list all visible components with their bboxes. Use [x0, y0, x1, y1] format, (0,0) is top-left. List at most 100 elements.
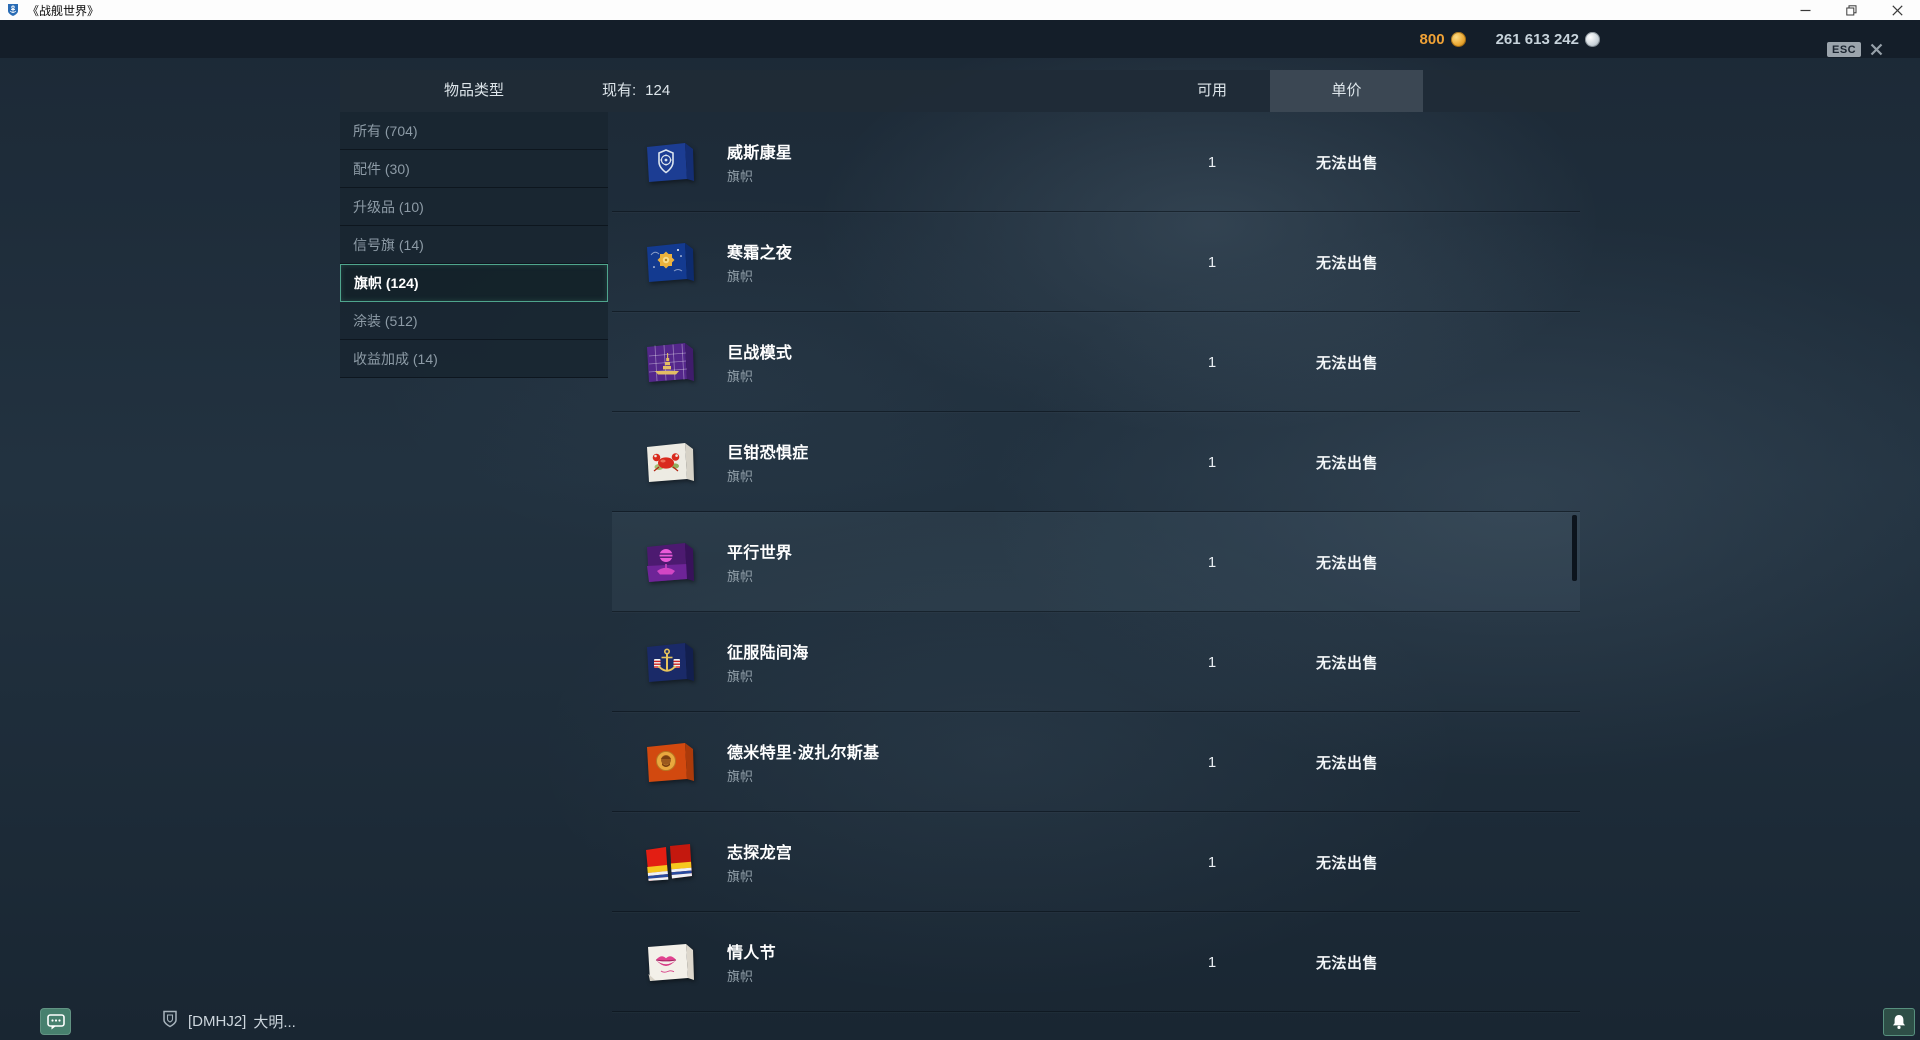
item-price: 无法出售: [1315, 654, 1378, 672]
item-category: 旗帜: [727, 169, 754, 184]
item-category: 旗帜: [727, 569, 754, 584]
inventory-row-valentine[interactable]: 情人节旗帜 1 无法出售: [612, 912, 1580, 1012]
column-available[interactable]: 可用: [1196, 82, 1227, 99]
item-quantity: 1: [1207, 853, 1217, 871]
inventory-row-crab[interactable]: 巨钳恐惧症旗帜 1 无法出售: [612, 412, 1580, 512]
parallel-worlds-flag-icon: [642, 540, 698, 584]
inventory-row-wisconsin[interactable]: 威斯康星 旗帜 1 无法出售: [612, 112, 1580, 212]
credits-counter[interactable]: 261 613 242: [1496, 31, 1600, 48]
item-quantity: 1: [1207, 153, 1217, 171]
sidebar-item-flags-selected[interactable]: 旗帜 (124): [340, 264, 608, 302]
item-title: 征服陆间海: [727, 645, 809, 662]
category-sidebar: 所有 (704) 配件 (30) 升级品 (10) 信号旗 (14) 旗帜 (1…: [340, 112, 608, 378]
sidebar-item-signals[interactable]: 信号旗 (14): [340, 226, 608, 264]
sidebar-item-all[interactable]: 所有 (704): [340, 112, 608, 150]
minimize-icon: [1800, 5, 1811, 16]
item-title: 巨钳恐惧症: [727, 445, 809, 462]
close-panel-x-icon: [1870, 43, 1883, 56]
owned-count: 124: [645, 82, 671, 99]
item-category: 旗帜: [727, 669, 754, 684]
inventory-row-dragon-palace[interactable]: 志探龙宫旗帜 1 无法出售: [612, 812, 1580, 912]
credits-coin-icon: [1585, 31, 1600, 47]
window-titlebar-left: 《战舰世界》: [0, 2, 99, 19]
item-quantity: 1: [1207, 253, 1217, 271]
item-title: 威斯康星: [727, 145, 793, 162]
item-quantity: 1: [1207, 353, 1217, 371]
clan-name: 大明...: [253, 1014, 296, 1031]
restore-button[interactable]: [1828, 0, 1874, 20]
conquer-sea-flag-icon: [642, 640, 698, 684]
restore-icon: [1845, 4, 1857, 16]
window-title: 《战舰世界》: [27, 3, 100, 18]
item-price: 无法出售: [1315, 254, 1378, 272]
chat-bubble-icon: [46, 1013, 65, 1030]
item-quantity: 1: [1207, 653, 1217, 671]
window-titlebar: 《战舰世界》: [0, 0, 1920, 20]
item-quantity: 1: [1207, 753, 1217, 771]
column-unit-price-active[interactable]: 单价: [1270, 70, 1423, 112]
close-button[interactable]: [1874, 0, 1920, 20]
column-item-type: 物品类型: [443, 82, 504, 99]
item-quantity: 1: [1207, 953, 1217, 971]
wows-logo-icon: [6, 3, 20, 17]
sidebar-item-upgrades[interactable]: 升级品 (10): [340, 188, 608, 226]
wisconsin-flag-icon: [642, 140, 698, 184]
doubloon-coin-icon: [1450, 31, 1466, 47]
inventory-row-grand-battle[interactable]: 巨战模式旗帜 1 无法出售: [612, 312, 1580, 412]
list-scrollbar-thumb[interactable]: [1572, 515, 1577, 581]
item-category: 旗帜: [727, 469, 754, 484]
inventory-row-conquer-sea[interactable]: 征服陆间海旗帜 1 无法出售: [612, 612, 1580, 712]
sidebar-item-economic-bonuses[interactable]: 收益加成 (14): [340, 340, 608, 378]
close-icon: [1891, 4, 1903, 16]
frost-night-flag-icon: [642, 240, 698, 284]
close-inventory-control[interactable]: ESC: [1827, 42, 1883, 57]
item-price: 无法出售: [1315, 954, 1378, 972]
inventory-table-header: 物品类型 现有: 124 可用 单价: [340, 70, 1580, 112]
item-price: 无法出售: [1315, 554, 1378, 572]
valentine-flag-icon: [642, 940, 698, 984]
item-price: 无法出售: [1315, 454, 1378, 472]
currency-group: 800 261 613 242: [1420, 20, 1600, 58]
item-price: 无法出售: [1315, 354, 1378, 372]
credits-amount: 261 613 242: [1495, 30, 1579, 48]
item-category: 旗帜: [727, 269, 754, 284]
grand-battle-flag-icon: [642, 340, 698, 384]
inventory-row-frost-night[interactable]: 寒霜之夜旗帜 1 无法出售: [612, 212, 1580, 312]
bell-icon: [1892, 1014, 1906, 1030]
pozharsky-flag-icon: [642, 740, 698, 784]
sidebar-item-camouflages[interactable]: 涂装 (512): [340, 302, 608, 340]
inventory-row-pozharsky[interactable]: 德米特里·波扎尔斯基 旗帜 1 无法出售: [612, 712, 1580, 812]
item-title: 平行世界: [727, 545, 793, 562]
item-title: 寒霜之夜: [727, 245, 793, 262]
item-price: 无法出售: [1315, 754, 1378, 772]
doubloons-counter[interactable]: 800: [1420, 31, 1466, 48]
clan-shield-icon: [161, 1010, 179, 1028]
item-category: 旗帜: [727, 969, 754, 984]
item-title: 巨战模式: [727, 345, 793, 362]
owned-label: 现有:: [602, 82, 637, 99]
item-title: 情人节: [727, 945, 776, 962]
item-title: 德米特里·波扎尔斯基: [727, 745, 880, 762]
item-category: 旗帜: [727, 369, 754, 384]
item-title: 志探龙宫: [727, 845, 793, 862]
crab-flag-icon: [642, 440, 698, 484]
dragon-palace-flag-icon: [642, 840, 698, 884]
item-category: 旗帜: [727, 869, 754, 884]
game-viewport: 800 261 613 242 ESC 物品类型 现有: 124 可用 单价: [0, 20, 1920, 1040]
item-price: 无法出售: [1315, 854, 1378, 872]
resources-topbar: 800 261 613 242 ESC: [0, 20, 1920, 58]
item-category: 旗帜: [727, 769, 754, 784]
notifications-button[interactable]: [1883, 1008, 1915, 1036]
inventory-row-parallel-worlds[interactable]: 平行世界旗帜 1 无法出售: [612, 512, 1580, 612]
doubloons-amount: 800: [1419, 30, 1445, 48]
minimize-button[interactable]: [1782, 0, 1828, 20]
window-controls: [1782, 0, 1920, 20]
item-quantity: 1: [1207, 553, 1217, 571]
clan-tag: [DMHJ2]: [188, 1013, 247, 1030]
chat-button[interactable]: [40, 1008, 71, 1035]
item-quantity: 1: [1207, 453, 1217, 471]
column-owned: 现有: 124: [602, 70, 670, 112]
player-clan-name: [DMHJ2] 大明...: [188, 1008, 296, 1035]
sidebar-item-equipment[interactable]: 配件 (30): [340, 150, 608, 188]
